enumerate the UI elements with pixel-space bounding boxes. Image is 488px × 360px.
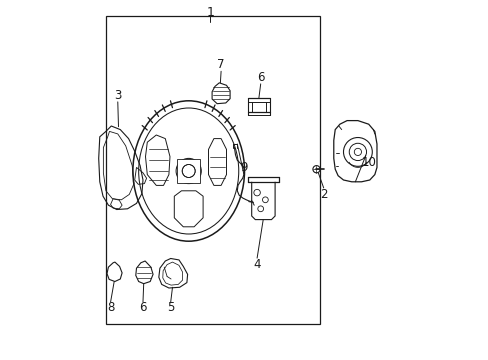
Text: 1: 1 — [206, 6, 214, 19]
Text: 6: 6 — [256, 71, 264, 84]
Text: 7: 7 — [217, 58, 224, 71]
Text: 2: 2 — [319, 188, 327, 201]
Text: 3: 3 — [114, 89, 121, 102]
Text: 8: 8 — [107, 301, 114, 314]
Text: 5: 5 — [167, 301, 174, 314]
Text: 10: 10 — [361, 156, 375, 168]
Circle shape — [176, 158, 201, 184]
Text: 9: 9 — [240, 161, 247, 174]
Text: 4: 4 — [253, 258, 260, 271]
Bar — [177, 159, 200, 183]
Bar — [106, 16, 320, 324]
Text: 6: 6 — [139, 301, 146, 314]
